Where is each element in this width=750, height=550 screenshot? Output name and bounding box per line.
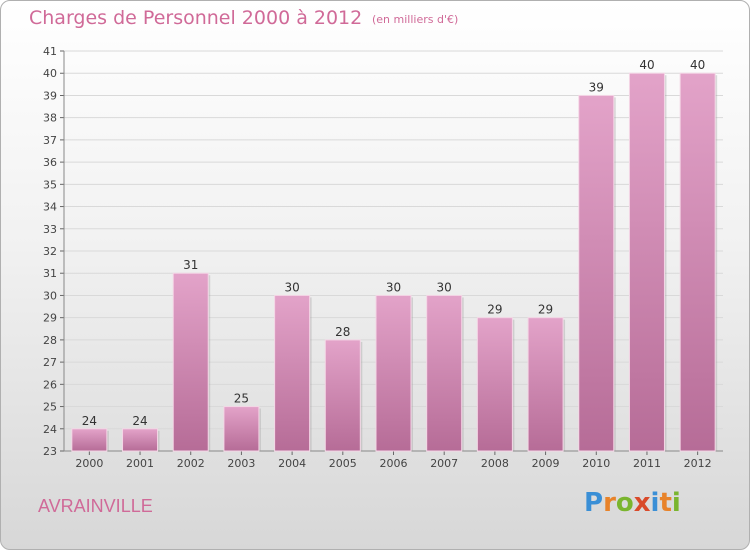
bar-value-label: 39 [589,80,604,94]
y-tick-label: 23 [43,445,57,458]
bar [122,428,159,452]
bar [324,339,361,452]
x-tick-label: 2005 [329,457,357,470]
y-tick-label: 40 [43,67,57,80]
y-tick-label: 36 [43,156,57,169]
y-tick-label: 34 [43,201,57,214]
y-tick-label: 37 [43,134,57,147]
y-tick-label: 41 [43,45,57,58]
bar-value-label: 24 [132,414,147,428]
x-tick-label: 2009 [532,457,560,470]
x-tick-label: 2012 [684,457,712,470]
proxiti-logo: Proxiti [584,488,681,518]
logo-letter: x [633,488,651,518]
bar-value-label: 40 [690,58,705,72]
bar-value-label: 31 [183,258,198,272]
logo-letter: i [671,488,681,518]
y-tick-label: 30 [43,289,57,302]
bar [172,272,209,452]
bar-value-label: 29 [487,303,502,317]
y-tick-label: 25 [43,401,57,414]
bar [628,72,665,452]
bar-value-label: 30 [437,280,452,294]
bar-value-label: 30 [386,280,401,294]
x-tick-label: 2002 [177,457,205,470]
logo-letter: P [584,488,604,518]
bar [274,294,311,452]
bar [223,406,260,452]
y-tick-label: 32 [43,245,57,258]
x-tick-label: 2000 [75,457,103,470]
bar-value-label: 29 [538,303,553,317]
bar-value-label: 30 [284,280,299,294]
x-tick-label: 2006 [380,457,408,470]
logo-letter: i [650,488,660,518]
y-tick-label: 38 [43,112,57,125]
bar-value-label: 25 [234,392,249,406]
x-tick-label: 2001 [126,457,154,470]
x-tick-label: 2008 [481,457,509,470]
y-tick-label: 28 [43,334,57,347]
bar [426,294,463,452]
logo-letter: t [659,488,672,518]
bar [679,72,716,452]
logo-letter: r [603,488,616,518]
x-tick-label: 2011 [633,457,661,470]
bar [578,94,615,452]
city-name: AVRAINVILLE [38,496,153,516]
x-tick-label: 2007 [430,457,458,470]
bar-value-label: 28 [335,325,350,339]
y-tick-label: 24 [43,423,57,436]
bar [527,317,564,452]
bar-value-label: 40 [639,58,654,72]
logo-letter: o [615,488,634,518]
chart-title: Charges de Personnel 2000 à 2012 [29,7,363,29]
x-tick-label: 2004 [278,457,306,470]
y-tick-label: 39 [43,89,57,102]
y-tick-label: 31 [43,267,57,280]
y-tick-label: 26 [43,378,57,391]
y-tick-label: 35 [43,178,57,191]
bar [71,428,108,452]
y-tick-label: 29 [43,312,57,325]
y-tick-label: 27 [43,356,57,369]
chart-subtitle: (en milliers d'€) [372,13,459,26]
x-tick-label: 2010 [582,457,610,470]
x-tick-label: 2003 [227,457,255,470]
y-tick-label: 33 [43,223,57,236]
bar [476,317,513,452]
bar [375,294,412,452]
bar-value-label: 24 [82,414,97,428]
